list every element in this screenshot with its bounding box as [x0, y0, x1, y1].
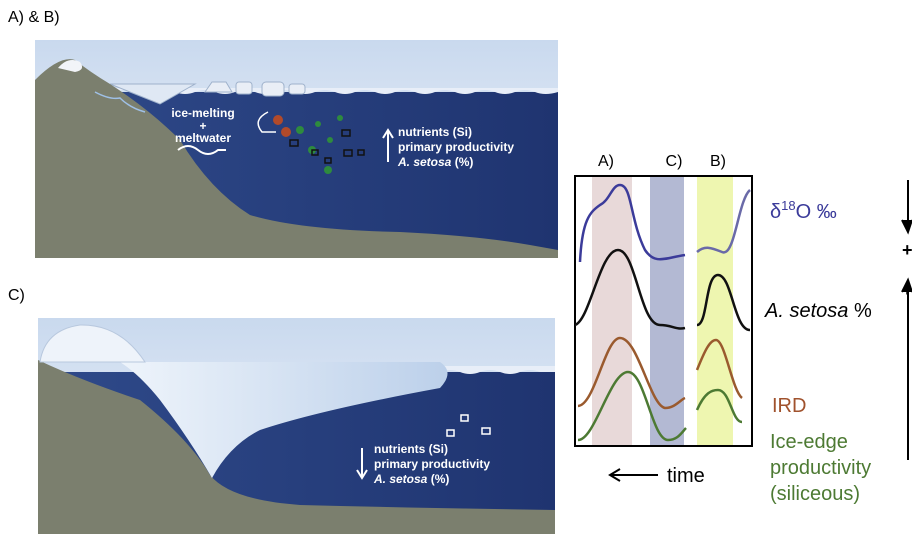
text: +	[199, 119, 206, 133]
ice-shelf	[120, 362, 448, 478]
frame	[574, 175, 753, 447]
sign: +	[902, 280, 912, 300]
label-ice-edge: (siliceous)	[770, 483, 860, 505]
interval-label: B)	[710, 153, 726, 170]
text: 18	[781, 198, 795, 213]
label-ird: IRD	[772, 395, 806, 417]
curve-ice-edge	[695, 388, 743, 424]
text: δ	[770, 201, 781, 223]
panel-label: C)	[8, 287, 25, 304]
time-label: time	[667, 465, 705, 487]
panel-bottom: nutrients (Si) primary productivity A. s…	[38, 318, 555, 534]
band-c	[650, 176, 684, 446]
down-arrow	[356, 448, 368, 480]
curve-d18o	[696, 189, 751, 254]
arrow-up	[901, 277, 912, 460]
text: ice-melting	[171, 106, 234, 120]
icebergs	[204, 81, 306, 97]
text: O ‰	[796, 201, 837, 223]
band-a	[592, 176, 632, 446]
waves	[440, 366, 555, 374]
ice-cap	[58, 60, 83, 72]
interval-label: C)	[666, 153, 683, 170]
arrow-down	[901, 180, 912, 235]
foraminifera	[289, 129, 365, 164]
diatoms	[296, 115, 343, 174]
band-b	[697, 176, 733, 446]
text: A. setosa (%)	[397, 155, 473, 169]
time-arrow	[608, 468, 658, 482]
curve-d18o	[578, 183, 686, 263]
text: A. setosa (%)	[373, 472, 449, 486]
species: A. setosa	[373, 472, 428, 486]
label-d18o: δ18O ‰	[770, 198, 837, 223]
panel-top: ice-melting + meltwater nutrients (Si) p…	[35, 40, 558, 258]
text: nutrients (Si)	[398, 125, 472, 139]
species: A. setosa	[397, 155, 452, 169]
text: primary productivity	[398, 140, 514, 154]
panel-label: A) & B)	[8, 9, 60, 26]
wavy-arrow	[177, 145, 226, 155]
sign: +	[902, 240, 912, 260]
up-arrow	[382, 128, 394, 162]
text: meltwater	[175, 131, 231, 145]
interval-label: A)	[598, 153, 614, 170]
text: nutrients (Si)	[374, 442, 448, 456]
records: A) C) B) δ18O ‰ A. setosa % IRD Ice-edge…	[574, 153, 912, 505]
land	[38, 360, 555, 534]
label-ice-edge: productivity	[770, 457, 871, 479]
ice-cap	[39, 324, 146, 363]
text: primary productivity	[374, 457, 490, 471]
curve-setosa	[696, 273, 751, 332]
curve-ird	[577, 336, 686, 410]
ice-shelf	[109, 83, 197, 105]
curve-setosa	[574, 248, 686, 330]
unit: (%)	[431, 472, 450, 486]
unit: (%)	[455, 155, 474, 169]
land	[35, 59, 558, 258]
curve-ird	[695, 338, 743, 399]
organisms	[273, 115, 291, 137]
text: %	[854, 300, 872, 322]
foraminifera	[446, 414, 491, 437]
curve-ice-edge	[577, 370, 687, 442]
label-setosa: A. setosa %	[764, 300, 872, 322]
label-ice-edge: Ice-edge	[770, 431, 848, 453]
meltwater-stream	[94, 91, 146, 113]
arrow	[257, 111, 276, 133]
text: A. setosa	[764, 300, 848, 322]
